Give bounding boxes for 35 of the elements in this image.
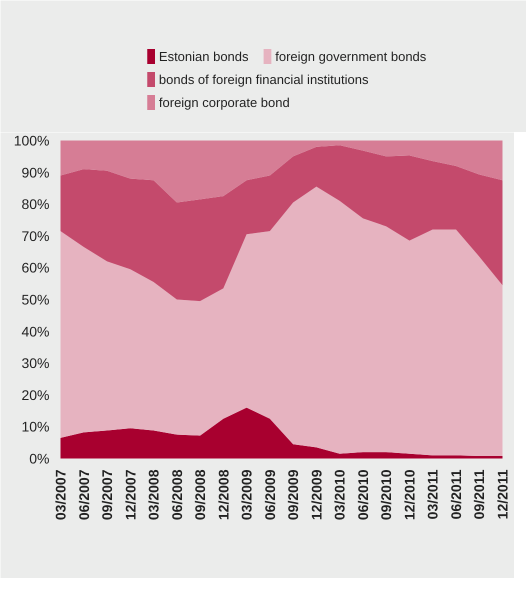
y-tick-label: 70% — [21, 228, 50, 244]
y-tick-label: 20% — [21, 386, 50, 403]
x-tick-label: 12/2008 — [215, 469, 232, 520]
y-tick-label: 10% — [21, 418, 50, 435]
x-tick-label: 09/2007 — [99, 469, 116, 520]
y-tick-label: 100% — [14, 132, 50, 148]
y-tick-label: 80% — [21, 196, 50, 212]
x-tick-label: 09/2008 — [192, 469, 208, 520]
x-tick-label: 12/2011 — [494, 469, 510, 520]
y-tick-label: 0% — [29, 450, 50, 466]
x-tick-label: 03/2008 — [146, 469, 162, 520]
y-tick-label: 90% — [21, 164, 50, 180]
y-tick-label: 30% — [21, 355, 50, 372]
legend-label: foreign government bonds — [275, 49, 427, 64]
y-tick-label: 40% — [21, 323, 50, 340]
x-tick-label: 03/2010 — [332, 469, 348, 520]
y-tick-label: 50% — [21, 292, 50, 308]
legend-label: Estonian bonds — [158, 49, 250, 64]
x-tick-label: 03/2007 — [52, 469, 68, 520]
x-tick-label: 09/2011 — [471, 469, 488, 520]
x-tick-label: 12/2010 — [401, 469, 418, 520]
x-tick-label: 03/2009 — [238, 469, 255, 520]
legend-label: foreign corporate bond — [158, 95, 290, 110]
x-tick-label: 06/2008 — [168, 469, 185, 520]
x-tick-label: 09/2010 — [378, 469, 394, 520]
x-tick-label: 06/2007 — [76, 469, 92, 520]
y-tick-label: 60% — [21, 260, 50, 276]
x-tick-label: 12/2009 — [308, 469, 324, 520]
x-tick-label: 12/2007 — [122, 469, 138, 520]
legend-label: bonds of foreign financial institutions — [158, 72, 369, 87]
x-tick-label: 06/2011 — [448, 469, 464, 520]
x-tick-label: 09/2009 — [285, 469, 302, 520]
x-tick-label: 06/2010 — [354, 469, 371, 520]
x-tick-label: 03/2011 — [424, 469, 441, 520]
x-tick-label: 06/2009 — [262, 469, 278, 520]
